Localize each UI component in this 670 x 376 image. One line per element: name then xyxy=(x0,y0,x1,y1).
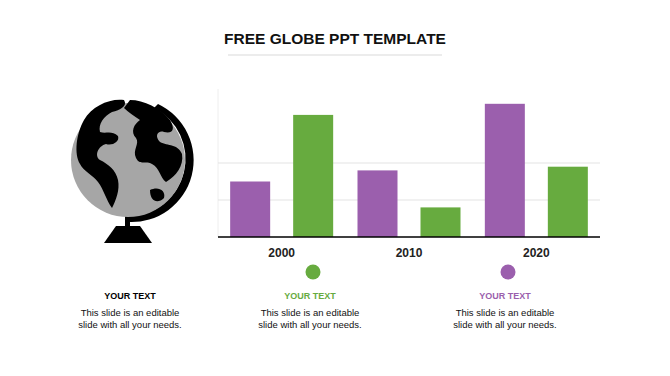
annotation-text: This slide is an editable xyxy=(261,307,360,318)
bars xyxy=(230,104,588,237)
bar xyxy=(485,104,525,237)
annotation-text: slide with all your needs. xyxy=(78,319,182,330)
grid-line xyxy=(218,163,600,164)
globe-base xyxy=(104,226,152,243)
title: FREE GLOBE PPT TEMPLATE xyxy=(224,30,446,47)
annotation-text: slide with all your needs. xyxy=(453,319,557,330)
annotation-title: YOUR TEXT xyxy=(479,291,531,301)
globe-continent xyxy=(124,100,182,182)
annotation-marker xyxy=(306,265,321,280)
globe-continent xyxy=(77,100,126,208)
bar xyxy=(230,182,270,238)
title-rule xyxy=(228,55,442,56)
x-tick-label: 2010 xyxy=(396,246,423,260)
bar xyxy=(293,115,333,237)
annotation-text: This slide is an editable xyxy=(81,307,180,318)
annotation-text: slide with all your needs. xyxy=(258,319,362,330)
bar xyxy=(548,167,588,237)
annotation-text: This slide is an editable xyxy=(456,307,555,318)
grid-line xyxy=(218,200,600,201)
annotation-marker xyxy=(501,265,516,280)
globe-continent xyxy=(150,188,164,201)
bar xyxy=(358,170,398,237)
annotation-title: YOUR TEXT xyxy=(104,291,156,301)
globe-icon xyxy=(71,100,194,243)
annotation-title: YOUR TEXT xyxy=(284,291,336,301)
x-tick-label: 2000 xyxy=(268,246,295,260)
bar xyxy=(421,207,461,237)
baseline xyxy=(218,236,600,238)
x-tick-label: 2020 xyxy=(523,246,550,260)
slide: FREE GLOBE PPT TEMPLATE 2000 2010 2020 YOUR … xyxy=(0,0,670,376)
